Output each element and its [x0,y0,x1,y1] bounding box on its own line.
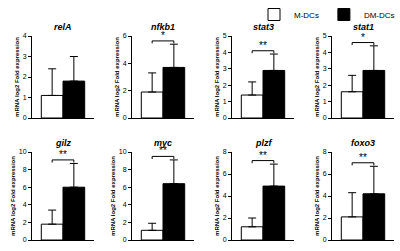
svg-text:gilz: gilz [55,138,71,148]
svg-text:6: 6 [23,184,27,191]
svg-text:M-DCs: M-DCs [294,11,319,20]
svg-text:mRNA log2 Fold expression: mRNA log2 Fold expression [214,37,220,117]
svg-text:8: 8 [223,148,227,155]
svg-text:0: 0 [123,114,127,121]
svg-text:2: 2 [23,219,27,226]
svg-text:2: 2 [223,214,227,221]
svg-text:0: 0 [23,236,27,243]
svg-text:4: 4 [123,60,127,67]
svg-text:stat1: stat1 [353,22,374,32]
svg-text:4: 4 [223,49,227,56]
svg-text:6: 6 [123,184,127,191]
svg-text:0: 0 [23,114,27,121]
svg-text:0: 0 [223,236,227,243]
svg-text:1: 1 [323,98,327,105]
svg-text:2: 2 [123,87,127,94]
svg-text:6: 6 [323,170,327,177]
svg-text:6: 6 [223,170,227,177]
svg-text:**: ** [259,40,267,51]
svg-text:**: ** [159,145,167,156]
svg-text:4: 4 [323,49,327,56]
svg-text:6: 6 [123,32,127,39]
svg-text:1: 1 [223,98,227,105]
svg-text:3: 3 [223,65,227,72]
svg-text:stat3: stat3 [253,22,274,32]
svg-text:0: 0 [323,236,327,243]
svg-text:foxo3: foxo3 [351,138,375,148]
svg-text:mRNA log2 Fold expression: mRNA log2 Fold expression [114,37,120,117]
svg-text:1: 1 [23,94,27,101]
svg-text:0: 0 [323,114,327,121]
svg-text:2: 2 [323,82,327,89]
svg-text:myc: myc [154,138,172,148]
svg-text:relA: relA [54,22,72,32]
svg-text:4: 4 [23,32,27,39]
svg-text:**: ** [59,149,67,160]
svg-text:mRNA log2 Fold expression: mRNA log2 Fold expression [314,37,320,117]
svg-text:mRNA log2 Fold expression: mRNA log2 Fold expression [110,156,116,236]
svg-text:5: 5 [223,32,227,39]
svg-text:10: 10 [119,148,127,155]
svg-text:**: ** [359,152,367,163]
svg-text:8: 8 [123,166,127,173]
svg-text:0: 0 [123,236,127,243]
svg-text:**: ** [259,150,267,161]
svg-text:8: 8 [323,148,327,155]
svg-text:DM-DCs: DM-DCs [364,11,395,20]
svg-text:mRNA log2 Fold expression: mRNA log2 Fold expression [314,156,320,236]
svg-text:5: 5 [323,32,327,39]
svg-text:2: 2 [323,214,327,221]
svg-text:2: 2 [123,219,127,226]
svg-text:mRNA log2 Fold expression: mRNA log2 Fold expression [214,156,220,236]
svg-text:4: 4 [223,192,227,199]
svg-text:nfkb1: nfkb1 [151,22,175,32]
svg-text:3: 3 [23,53,27,60]
svg-text:10: 10 [19,148,27,155]
svg-text:8: 8 [23,166,27,173]
svg-text:4: 4 [23,201,27,208]
svg-text:mRNA log2 Fold expression: mRNA log2 Fold expression [14,37,20,117]
svg-text:*: * [361,32,365,43]
svg-text:mRNA log2 Fold expression: mRNA log2 Fold expression [10,156,16,236]
svg-text:4: 4 [323,192,327,199]
svg-text:4: 4 [123,201,127,208]
svg-text:2: 2 [23,73,27,80]
svg-text:2: 2 [223,82,227,89]
svg-text:3: 3 [323,65,327,72]
svg-text:plzf: plzf [255,138,272,148]
svg-text:0: 0 [223,114,227,121]
svg-text:*: * [161,30,165,41]
